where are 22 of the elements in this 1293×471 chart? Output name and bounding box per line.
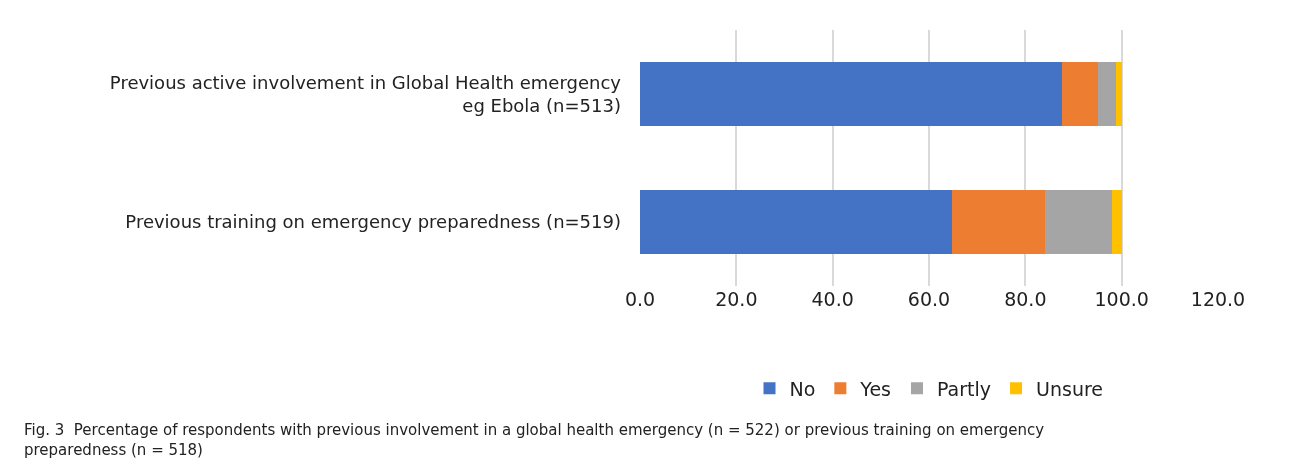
y-tick-label: Previous training on emergency preparedness (n=519)	[125, 211, 621, 233]
bar	[1097, 62, 1117, 126]
x-tick-label: 20.0	[715, 288, 758, 310]
bar	[1061, 62, 1098, 126]
bar	[1116, 62, 1122, 126]
bar	[640, 190, 952, 254]
x-tick-label: 120.0	[1190, 288, 1246, 310]
caption: Fig. 3 Percentage of respondents with previous involvement in a global health emergency (n = 522) or previous training on emergency preparedness (n = 518)	[24, 421, 1045, 459]
x-tick-label: 40.0	[811, 288, 854, 310]
x-tick-label: 80.0	[1004, 288, 1047, 310]
bar	[1111, 190, 1122, 254]
legend-label: Yes	[859, 377, 892, 400]
x-tick-label: 0.0	[624, 288, 656, 310]
bar	[951, 190, 1045, 254]
legend-label: Unsure	[1036, 377, 1104, 400]
x-tick-label: 100.0	[1094, 288, 1149, 310]
bar	[1044, 190, 1112, 254]
x-tick-label: 60.0	[907, 288, 951, 310]
y-tick-label: Previous active involvement in Global Health emergency eg Ebola (n=513)	[109, 71, 622, 116]
bar	[640, 62, 1062, 126]
legend-label: Partly	[937, 377, 992, 400]
legend-label: No	[789, 377, 816, 400]
